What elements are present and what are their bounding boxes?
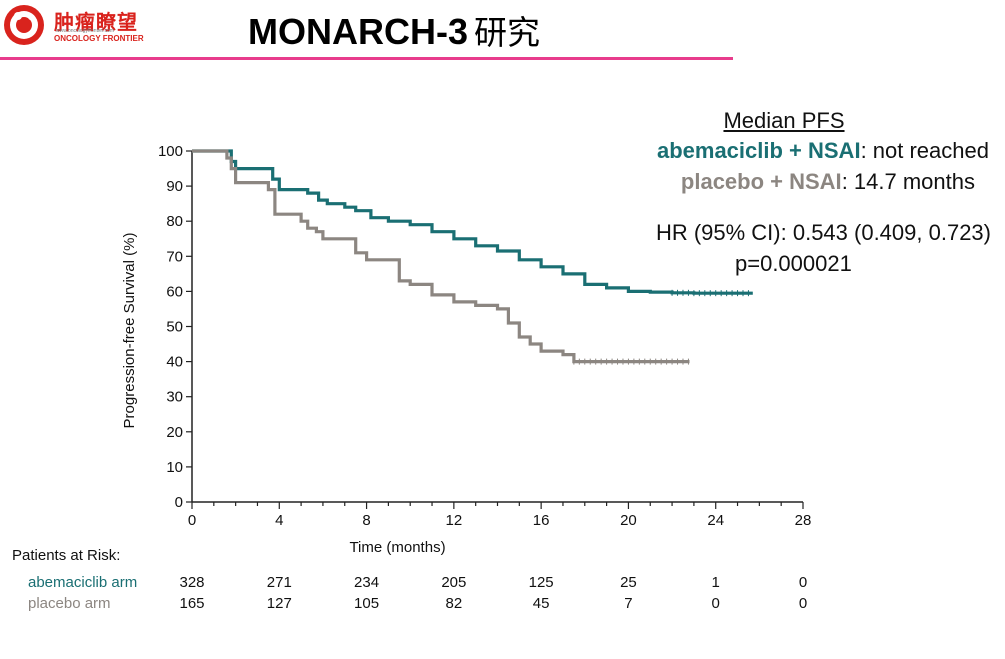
risk-row-label-placebo: placebo arm xyxy=(28,595,111,612)
y-axis-label: Progression-free Survival (%) xyxy=(121,233,138,429)
logo-english-name: ONCOLOGY FRONTIER xyxy=(54,34,144,43)
oncology-frontier-logo: 肿瘤瞭望 www.oncologyfrontier.com ONCOLOGY F… xyxy=(0,0,160,52)
y-tick-label: 70 xyxy=(166,248,183,265)
arm-a-name: abemaciclib + NSAI xyxy=(656,138,861,163)
y-tick-label: 20 xyxy=(166,424,183,441)
risk-value: 45 xyxy=(532,595,550,612)
risk-value: 7 xyxy=(624,595,633,612)
x-tick-label: 20 xyxy=(620,512,637,529)
x-axis-label: Time (months) xyxy=(349,539,445,556)
x-tick-label: 16 xyxy=(533,512,550,529)
median-pfs-heading: Median PFS xyxy=(723,108,845,133)
y-tick-label: 0 xyxy=(175,494,183,511)
risk-table-heading: Patients at Risk: xyxy=(12,547,121,564)
x-tick-label: 4 xyxy=(275,512,283,529)
risk-value: 0 xyxy=(798,574,808,591)
risk-value: 0 xyxy=(798,595,808,612)
logo-url: www.oncologyfrontier.com xyxy=(56,28,115,34)
median-pfs-placebo: placebo + NSAI: 14.7 months xyxy=(681,169,975,195)
risk-value: 82 xyxy=(445,595,463,612)
y-tick-label: 90 xyxy=(166,178,183,195)
risk-value: 25 xyxy=(620,574,637,591)
y-tick-label: 60 xyxy=(166,283,183,300)
median-pfs-abemaciclib: abemaciclib + NSAI: not reached xyxy=(657,138,989,164)
y-tick-label: 40 xyxy=(166,354,183,371)
risk-value: 271 xyxy=(266,574,292,591)
risk-value: 205 xyxy=(441,574,467,591)
y-tick-label: 50 xyxy=(166,319,183,336)
hazard-ratio: HR (95% CI): 0.543 (0.409, 0.723) xyxy=(655,220,991,245)
p-value: p=0.000021 xyxy=(735,251,852,276)
series-line-abemaciclib xyxy=(192,149,753,295)
x-tick-label: 24 xyxy=(707,512,724,529)
header-rule xyxy=(0,57,733,60)
x-tick-label: 8 xyxy=(362,512,370,529)
y-tick-label: 80 xyxy=(166,213,183,230)
x-tick-label: 28 xyxy=(795,512,812,529)
risk-value: 165 xyxy=(179,595,205,612)
risk-value: 127 xyxy=(266,595,292,612)
y-tick-label: 10 xyxy=(166,459,183,476)
risk-value: 1 xyxy=(711,574,720,591)
logo-emblem-icon xyxy=(4,5,44,45)
chart-curves xyxy=(192,149,753,365)
slide-title: MONARCH-3 研究 xyxy=(248,6,540,54)
y-tick-label: 30 xyxy=(166,389,183,406)
risk-value: 328 xyxy=(179,574,205,591)
slide-title-chinese: 研究 xyxy=(474,13,540,52)
risk-value: 125 xyxy=(528,574,554,591)
x-tick-label: 0 xyxy=(188,512,196,529)
arm-a-value: : not reached xyxy=(860,138,989,163)
x-tick-label: 12 xyxy=(446,512,463,529)
arm-b-value: : 14.7 months xyxy=(841,169,975,194)
slide-title-english: MONARCH-3 xyxy=(248,11,468,52)
risk-row-label-abemaciclib: abemaciclib arm xyxy=(28,574,138,591)
risk-value: 0 xyxy=(711,595,720,612)
y-tick-label: 100 xyxy=(158,143,183,160)
logo-chinese-name: 肿瘤瞭望 xyxy=(54,10,138,34)
risk-value: 234 xyxy=(354,574,380,591)
risk-value: 105 xyxy=(354,595,380,612)
arm-b-name: placebo + NSAI xyxy=(680,169,842,194)
series-line-placebo xyxy=(192,149,690,364)
chart-axes: 0 4 8 12 16 20 24 28 0 10 20 30 40 50 60 70 80 90 100 Time … xyxy=(121,143,811,556)
